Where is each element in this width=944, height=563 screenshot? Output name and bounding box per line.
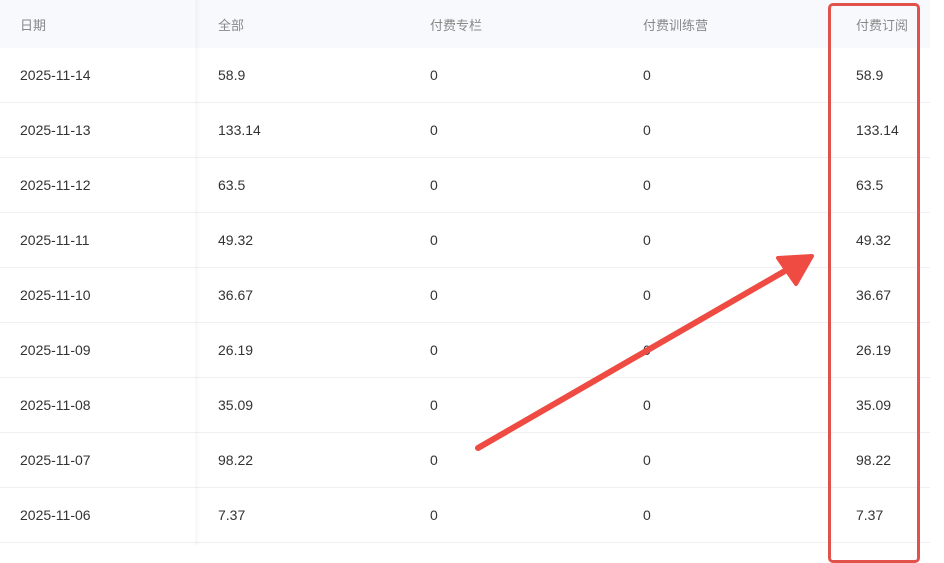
table-row: 2025-11-07 98.22 0 0 98.22 [0, 433, 930, 488]
table-cell: 7.37 [218, 507, 246, 523]
table-cell: 63.5 [218, 177, 246, 193]
table-cell: 0 [643, 397, 651, 413]
table-cell: 7.37 [856, 507, 884, 523]
table-cell: 0 [643, 122, 651, 138]
table-cell: 2025-11-11 [20, 232, 90, 248]
table-row: 2025-11-12 63.5 0 0 63.5 [0, 158, 930, 213]
table-cell: 0 [643, 232, 651, 248]
table-row: 2025-11-10 36.67 0 0 36.67 [0, 268, 930, 323]
table-cell: 35.09 [218, 397, 254, 413]
table-row: 2025-11-08 35.09 0 0 35.09 [0, 378, 930, 433]
table-cell: 0 [430, 122, 438, 138]
table-cell: 2025-11-13 [20, 122, 91, 138]
table-cell: 36.67 [218, 287, 254, 303]
table-cell: 0 [430, 287, 438, 303]
column-header[interactable]: 付费专栏 [430, 17, 483, 33]
table-header: 日期 全部 付费专栏 付费训练营 付费订阅 [0, 0, 930, 48]
table-row: 2025-11-09 26.19 0 0 26.19 [0, 323, 930, 378]
table-cell: 0 [643, 342, 651, 358]
table-cell: 98.22 [218, 452, 254, 468]
column-header[interactable]: 全部 [218, 17, 245, 33]
table-cell: 0 [430, 507, 438, 523]
table-row: 2025-11-13 133.14 0 0 133.14 [0, 103, 930, 158]
table-cell: 133.14 [218, 122, 261, 138]
income-table: 日期 全部 付费专栏 付费训练营 付费订阅 2025-11-14 58.9 0 0 58.9 20… [0, 0, 930, 543]
table-cell: 2025-11-08 [20, 397, 91, 413]
table-cell: 26.19 [856, 342, 892, 358]
table-cell: 49.32 [856, 232, 892, 248]
column-header[interactable]: 付费训练营 [643, 17, 709, 33]
table-cell: 98.22 [856, 452, 892, 468]
table-cell: 0 [643, 452, 651, 468]
table-cell: 2025-11-06 [20, 507, 91, 523]
table-cell: 2025-11-12 [20, 177, 91, 193]
table-cell: 36.67 [856, 287, 892, 303]
table-cell: 0 [643, 507, 651, 523]
table-cell: 58.9 [218, 67, 246, 83]
column-header[interactable]: 日期 [20, 17, 47, 33]
table-cell: 49.32 [218, 232, 254, 248]
table-cell: 58.9 [856, 67, 884, 83]
table-cell: 0 [430, 67, 438, 83]
table-cell: 0 [430, 342, 438, 358]
table-cell: 26.19 [218, 342, 254, 358]
table-row: 2025-11-14 58.9 0 0 58.9 [0, 48, 930, 103]
table-cell: 2025-11-07 [20, 452, 91, 468]
table-cell: 0 [430, 452, 438, 468]
column-header[interactable]: 付费订阅 [856, 17, 909, 33]
table-cell: 0 [643, 287, 651, 303]
table-cell: 35.09 [856, 397, 892, 413]
table-cell: 0 [643, 67, 651, 83]
table-cell: 0 [430, 177, 438, 193]
table-row: 2025-11-11 49.32 0 0 49.32 [0, 213, 930, 268]
table-row: 2025-11-06 7.37 0 0 7.37 [0, 488, 930, 543]
table-cell: 0 [643, 177, 651, 193]
table-cell: 2025-11-10 [20, 287, 91, 303]
table-cell: 0 [430, 397, 438, 413]
table-cell: 0 [430, 232, 438, 248]
table-cell: 2025-11-14 [20, 67, 91, 83]
table-cell: 2025-11-09 [20, 342, 91, 358]
table-cell: 63.5 [856, 177, 884, 193]
table-cell: 133.14 [856, 122, 899, 138]
